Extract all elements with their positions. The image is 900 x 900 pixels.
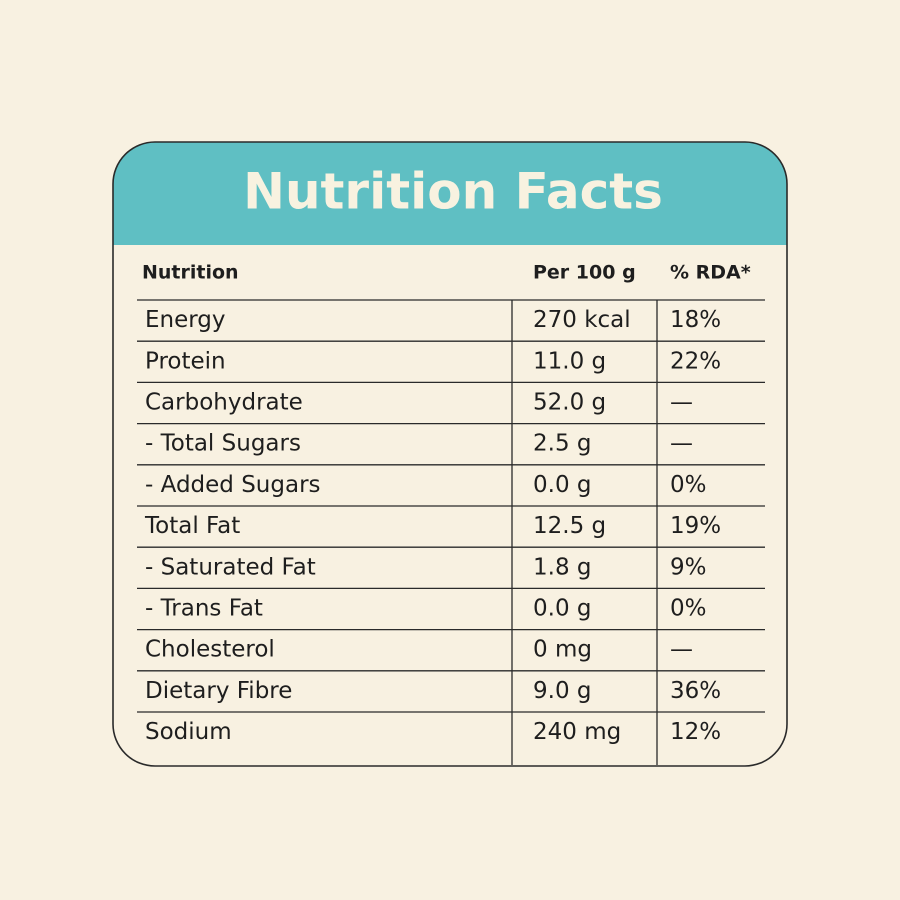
nutrient-name: - Added Sugars bbox=[145, 472, 321, 498]
rda: 19% bbox=[670, 513, 721, 539]
rda: 9% bbox=[670, 554, 707, 580]
card-border bbox=[112, 141, 788, 767]
rda: 12% bbox=[670, 719, 721, 745]
amount: 240 mg bbox=[533, 719, 621, 745]
rda: 0% bbox=[670, 596, 707, 622]
nutrient-name: - Total Sugars bbox=[145, 431, 301, 457]
title: Nutrition Facts bbox=[243, 163, 663, 221]
amount: 270 kcal bbox=[533, 307, 631, 333]
amount: 11.0 g bbox=[533, 348, 606, 374]
nutrient-name: Energy bbox=[145, 307, 226, 333]
nutrient-name: Dietary Fibre bbox=[145, 678, 292, 704]
card bbox=[113, 142, 787, 766]
nutrient-name: Sodium bbox=[145, 719, 232, 745]
amount: 0 mg bbox=[533, 637, 592, 663]
rda: 36% bbox=[670, 678, 721, 704]
nutrient-name: Carbohydrate bbox=[145, 390, 303, 416]
nutrient-name: - Saturated Fat bbox=[145, 554, 316, 580]
amount: 2.5 g bbox=[533, 431, 592, 457]
amount: 1.8 g bbox=[533, 554, 592, 580]
amount: 52.0 g bbox=[533, 390, 606, 416]
amount: 0.0 g bbox=[533, 596, 592, 622]
nutrient-name: Total Fat bbox=[144, 513, 240, 539]
nutrient-name: Protein bbox=[145, 348, 226, 374]
header-band bbox=[113, 142, 787, 245]
column-header: Nutrition bbox=[142, 262, 239, 284]
column-header: % RDA* bbox=[670, 262, 751, 284]
amount: 0.0 g bbox=[533, 472, 592, 498]
rda: 22% bbox=[670, 348, 721, 374]
column-header: Per 100 g bbox=[533, 262, 636, 284]
rda: — bbox=[670, 637, 693, 663]
rda: 18% bbox=[670, 307, 721, 333]
amount: 9.0 g bbox=[533, 678, 592, 704]
rda: 0% bbox=[670, 472, 707, 498]
rda: — bbox=[670, 390, 693, 416]
nutrient-name: - Trans Fat bbox=[145, 596, 263, 622]
rda: — bbox=[670, 431, 693, 457]
nutrient-name: Cholesterol bbox=[145, 637, 275, 663]
amount: 12.5 g bbox=[533, 513, 606, 539]
